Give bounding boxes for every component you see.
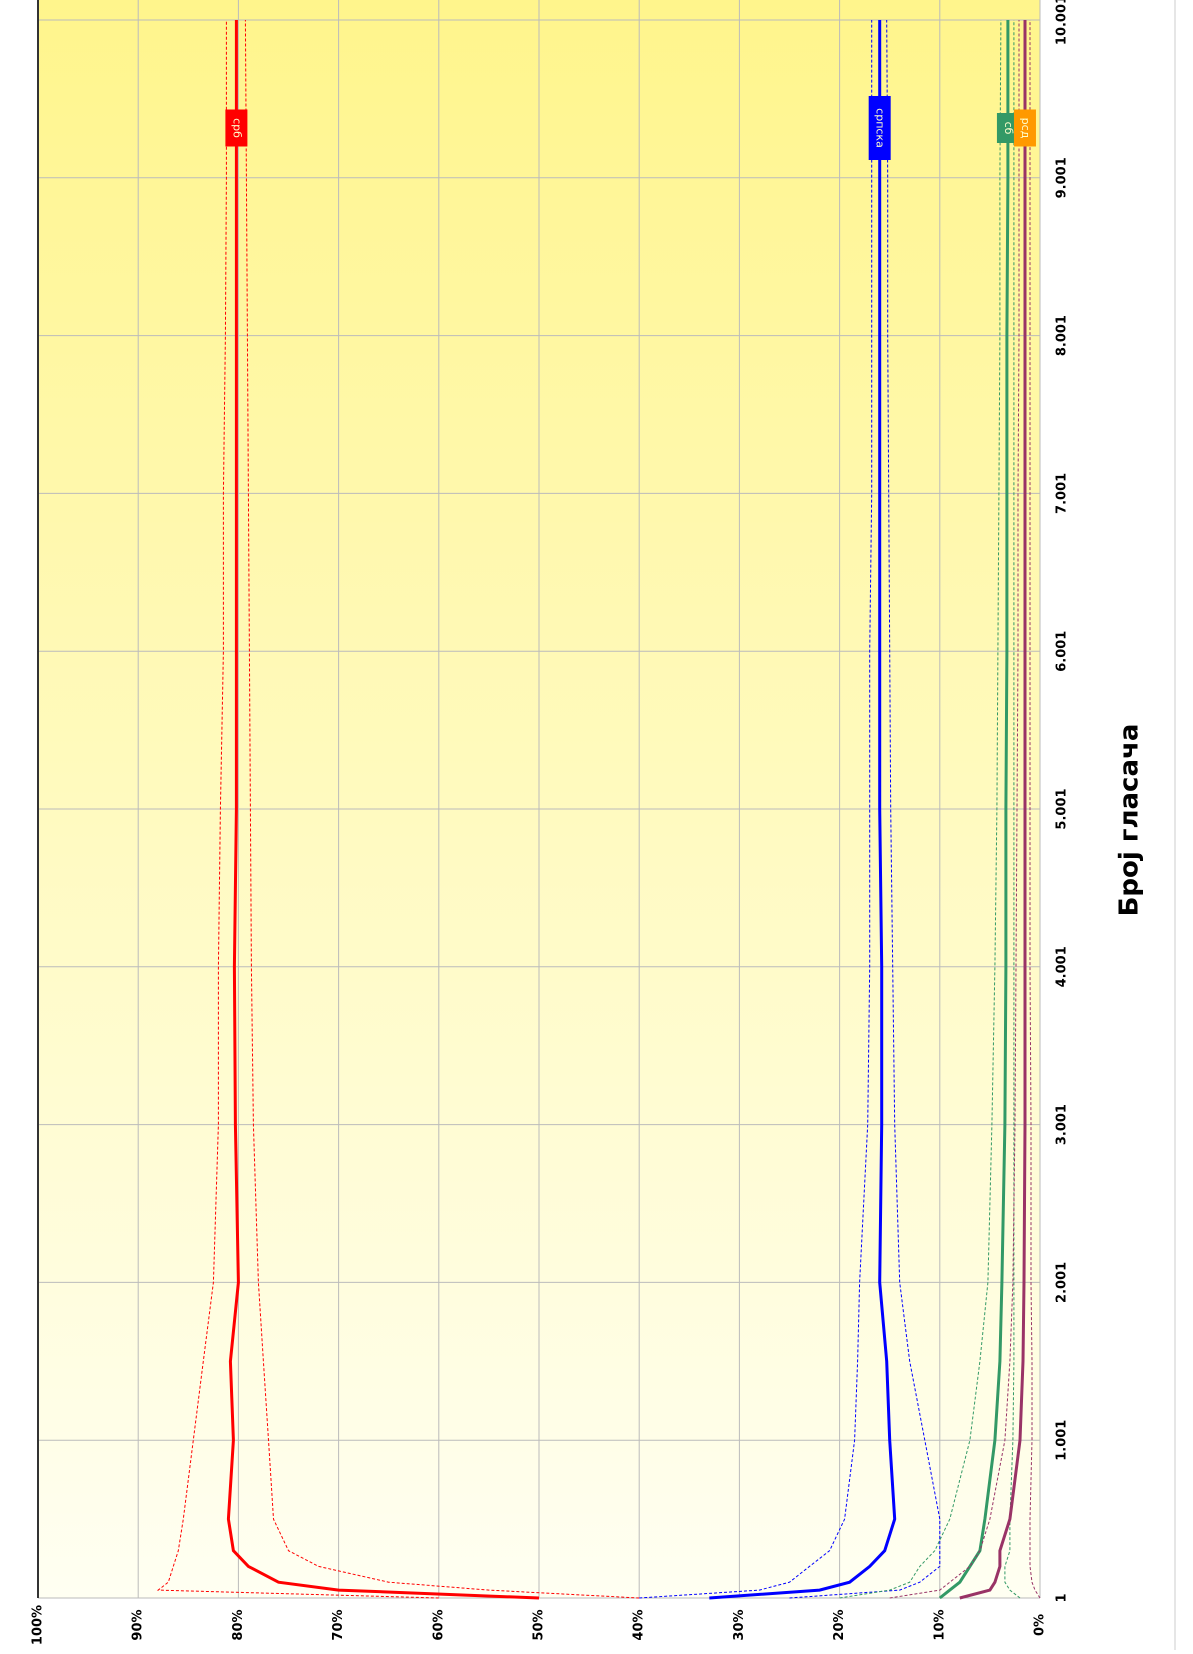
confidence-line xyxy=(156,20,439,1599)
y-tick-label: 40% xyxy=(632,1609,647,1640)
series-line xyxy=(709,20,897,1600)
y-tick-label: 50% xyxy=(532,1609,547,1640)
confidence-line xyxy=(789,19,941,1599)
series-line xyxy=(959,20,1027,1600)
confidence-line xyxy=(1004,20,1021,1599)
series-label-box xyxy=(1013,109,1036,147)
confidence-line xyxy=(1029,20,1041,1599)
y-tick-label: 90% xyxy=(131,1609,146,1640)
x-tick-label: 6.001 xyxy=(1055,631,1070,672)
x-tick-label: 1.001 xyxy=(1055,1420,1070,1461)
series-label-box xyxy=(868,96,891,160)
confidence-line xyxy=(639,20,873,1599)
x-tick-label: 7.001 xyxy=(1055,473,1070,514)
series-label: српска xyxy=(874,108,887,148)
x-tick-label: 3.001 xyxy=(1055,1104,1070,1145)
x-tick-label: 4.001 xyxy=(1055,946,1070,987)
x-tick-label: 9.001 xyxy=(1055,157,1070,198)
series-label-box xyxy=(225,109,248,147)
y-tick-label: 80% xyxy=(231,1609,246,1640)
series-label: срб xyxy=(230,118,243,138)
confidence-line xyxy=(839,19,1002,1599)
x-tick-label: 10.001 xyxy=(1055,0,1070,45)
series-line xyxy=(226,20,540,1600)
x-tick-label: 5.001 xyxy=(1055,788,1070,829)
y-tick-label: 30% xyxy=(732,1609,747,1640)
series-line xyxy=(938,20,1010,1600)
y-tick-label: 100% xyxy=(31,1605,46,1645)
x-tick-label: 1 xyxy=(1055,1593,1070,1602)
series-label-box xyxy=(996,113,1019,143)
y-tick-label: 20% xyxy=(832,1609,847,1640)
y-tick-label: 10% xyxy=(932,1609,947,1640)
y-tick-label: 0% xyxy=(1033,1614,1048,1636)
x-tick-label: 2.001 xyxy=(1055,1262,1070,1303)
y-tick-label: 70% xyxy=(331,1609,346,1640)
x-axis-title: Број гласача xyxy=(1115,724,1145,917)
series-label: рсд xyxy=(1019,118,1032,139)
x-tick-label: 8.001 xyxy=(1055,315,1070,356)
confidence-line xyxy=(244,19,640,1599)
y-tick-label: 60% xyxy=(431,1609,446,1640)
series-label: сб xyxy=(1002,122,1015,135)
confidence-line xyxy=(889,20,1020,1599)
